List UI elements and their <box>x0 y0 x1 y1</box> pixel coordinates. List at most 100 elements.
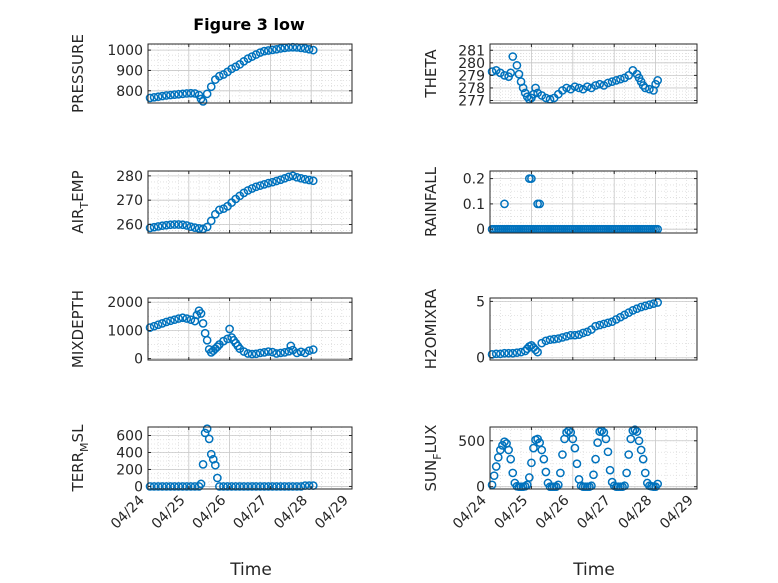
data-point <box>272 44 281 54</box>
data-point <box>539 454 549 464</box>
data-point <box>194 224 204 233</box>
data-point <box>280 173 290 183</box>
data-point <box>149 222 159 232</box>
y-axis-label: PRESSURE <box>69 34 87 113</box>
data-point <box>628 306 638 315</box>
data-point <box>157 221 167 231</box>
data-point <box>192 310 202 320</box>
axes-frame <box>489 170 698 234</box>
data-point <box>549 334 559 344</box>
data-point <box>632 304 642 314</box>
y-tick-label: 0 <box>134 352 143 368</box>
y-tick-label: 800 <box>116 84 143 100</box>
data-point <box>591 454 600 464</box>
data-point <box>638 81 648 90</box>
data-point <box>529 443 538 453</box>
data-point <box>595 79 605 89</box>
data-point <box>272 482 281 491</box>
data-point <box>255 482 265 491</box>
y-tick-label: 500 <box>458 434 485 450</box>
y-tick-label: 200 <box>116 462 143 478</box>
data-point <box>634 436 644 446</box>
x-tick-label: 04/28 <box>271 493 311 533</box>
data-point <box>574 83 584 93</box>
y-tick-label: 0.2 <box>463 172 485 188</box>
data-point <box>296 347 306 357</box>
data-point <box>572 459 582 469</box>
data-point <box>512 348 522 358</box>
data-point <box>170 315 179 325</box>
subplot-8: 0 500 04/24 04/25 04/26 04/27 04/28 04/29 SUNFLU… <box>422 425 698 532</box>
y-axis-label: AIRTEMP <box>69 170 91 233</box>
data-point <box>186 88 196 98</box>
y-tick-label: 400 <box>116 445 143 461</box>
y-axis-label: SUNFLUX <box>422 425 444 492</box>
data-point <box>223 482 232 491</box>
data-point <box>153 482 163 491</box>
data-point <box>636 445 646 455</box>
data-point <box>640 301 650 311</box>
data-point <box>166 220 175 230</box>
data-point <box>595 320 605 330</box>
data-point <box>545 335 555 345</box>
data-point <box>182 482 192 491</box>
data-point <box>182 89 192 98</box>
data-point <box>496 445 505 455</box>
y-tick-label: 0.1 <box>463 197 485 213</box>
data-point <box>591 321 600 331</box>
data-point <box>243 54 253 63</box>
data-point <box>276 44 285 53</box>
data-point <box>504 445 513 455</box>
data-point <box>157 319 167 328</box>
data-point <box>284 346 294 356</box>
data-point <box>268 45 277 55</box>
data-point <box>288 171 298 181</box>
data-point <box>500 437 509 447</box>
data-point <box>153 92 163 102</box>
data-point <box>259 348 269 357</box>
subplot-5: 0 1000 2000 MIXDEPTH <box>69 290 353 368</box>
data-point <box>292 482 302 491</box>
data-point <box>272 176 281 186</box>
data-point <box>296 173 306 183</box>
data-point <box>170 90 179 100</box>
data-point <box>153 222 163 231</box>
data-point <box>632 427 642 436</box>
y-tick-label: 277 <box>458 93 485 109</box>
data-point <box>553 334 563 343</box>
data-point <box>174 220 183 229</box>
data-point <box>276 482 285 491</box>
y-axis-label: H2OMIXRA <box>422 288 440 369</box>
data-point <box>215 205 224 215</box>
data-point <box>570 330 580 340</box>
data-point <box>603 447 613 457</box>
axes-frame <box>147 43 353 104</box>
data-point <box>531 345 540 355</box>
data-point <box>541 336 551 346</box>
axes-frame <box>489 426 698 490</box>
y-tick-label: 0 <box>476 480 485 496</box>
data-point <box>239 482 249 491</box>
data-point <box>202 335 212 345</box>
y-tick-label: 0 <box>134 479 143 495</box>
data-point <box>537 445 547 455</box>
data-point <box>198 460 208 469</box>
data-point <box>182 314 192 323</box>
data-point <box>162 91 171 100</box>
y-tick-label: 280 <box>458 56 485 72</box>
data-point <box>638 454 648 464</box>
data-point <box>264 482 273 491</box>
data-point <box>178 482 188 491</box>
data-point <box>202 424 212 434</box>
data-point <box>251 182 261 192</box>
data-point <box>243 186 253 195</box>
data-point <box>620 310 629 320</box>
x-tick-label: 04/24 <box>450 492 490 532</box>
data-point <box>280 348 290 357</box>
data-point <box>605 465 615 475</box>
data-point <box>174 482 183 491</box>
data-point <box>512 60 522 70</box>
y-tick-label: 600 <box>116 428 143 444</box>
